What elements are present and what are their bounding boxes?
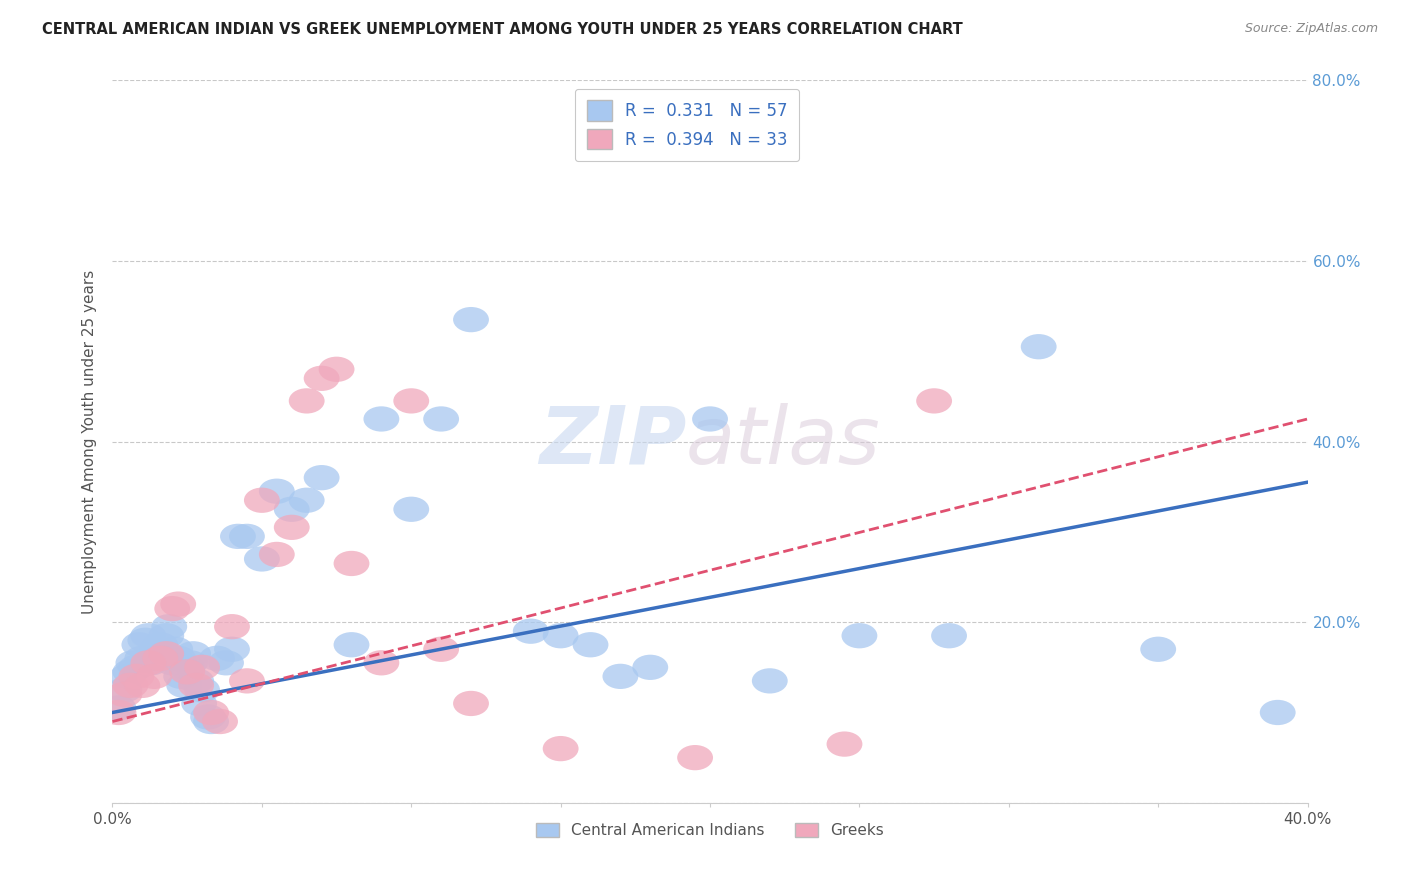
Ellipse shape [304,465,340,491]
Ellipse shape [136,664,173,689]
Ellipse shape [917,388,952,414]
Ellipse shape [453,307,489,332]
Ellipse shape [121,632,157,657]
Ellipse shape [142,646,179,671]
Ellipse shape [513,618,548,644]
Ellipse shape [319,357,354,382]
Ellipse shape [363,650,399,675]
Ellipse shape [208,650,245,675]
Legend: Central American Indians, Greeks: Central American Indians, Greeks [529,815,891,846]
Ellipse shape [173,650,208,675]
Ellipse shape [453,690,489,716]
Ellipse shape [543,736,579,761]
Ellipse shape [363,407,399,432]
Ellipse shape [245,546,280,572]
Ellipse shape [827,731,862,756]
Ellipse shape [214,637,250,662]
Ellipse shape [193,700,229,725]
Ellipse shape [288,488,325,513]
Ellipse shape [633,655,668,680]
Ellipse shape [155,596,190,621]
Ellipse shape [152,614,187,640]
Ellipse shape [101,700,136,725]
Ellipse shape [131,650,166,675]
Ellipse shape [148,641,184,666]
Ellipse shape [259,541,295,567]
Ellipse shape [543,624,579,648]
Ellipse shape [200,646,235,671]
Y-axis label: Unemployment Among Youth under 25 years: Unemployment Among Youth under 25 years [82,269,97,614]
Ellipse shape [125,646,160,671]
Ellipse shape [128,628,163,653]
Ellipse shape [931,624,967,648]
Ellipse shape [219,524,256,549]
Ellipse shape [692,407,728,432]
Text: Source: ZipAtlas.com: Source: ZipAtlas.com [1244,22,1378,36]
Text: CENTRAL AMERICAN INDIAN VS GREEK UNEMPLOYMENT AMONG YOUTH UNDER 25 YEARS CORRELA: CENTRAL AMERICAN INDIAN VS GREEK UNEMPLO… [42,22,963,37]
Ellipse shape [229,668,264,693]
Ellipse shape [118,655,155,680]
Ellipse shape [202,709,238,734]
Ellipse shape [169,655,205,680]
Ellipse shape [678,745,713,771]
Ellipse shape [134,650,169,675]
Ellipse shape [394,497,429,522]
Ellipse shape [190,705,226,730]
Ellipse shape [160,646,197,671]
Text: atlas: atlas [686,402,882,481]
Ellipse shape [333,551,370,576]
Ellipse shape [112,659,149,684]
Ellipse shape [101,696,136,721]
Ellipse shape [107,677,142,703]
Text: ZIP: ZIP [538,402,686,481]
Ellipse shape [139,637,176,662]
Ellipse shape [155,650,190,675]
Ellipse shape [274,497,309,522]
Ellipse shape [125,673,160,698]
Ellipse shape [181,690,217,716]
Ellipse shape [142,632,179,657]
Ellipse shape [304,366,340,391]
Ellipse shape [193,709,229,734]
Ellipse shape [572,632,609,657]
Ellipse shape [179,668,214,693]
Ellipse shape [245,488,280,513]
Ellipse shape [184,655,221,680]
Ellipse shape [118,664,155,689]
Ellipse shape [214,614,250,640]
Ellipse shape [145,641,181,666]
Ellipse shape [288,388,325,414]
Ellipse shape [160,591,197,616]
Ellipse shape [1021,334,1057,359]
Ellipse shape [112,673,149,698]
Ellipse shape [179,673,214,698]
Ellipse shape [752,668,787,693]
Ellipse shape [1260,700,1296,725]
Ellipse shape [423,637,460,662]
Ellipse shape [107,681,142,707]
Ellipse shape [333,632,370,657]
Ellipse shape [259,479,295,504]
Ellipse shape [1140,637,1177,662]
Ellipse shape [148,624,184,648]
Ellipse shape [169,659,205,684]
Ellipse shape [157,637,193,662]
Ellipse shape [423,407,460,432]
Ellipse shape [166,673,202,698]
Ellipse shape [131,624,166,648]
Ellipse shape [184,677,221,703]
Ellipse shape [110,664,145,689]
Ellipse shape [176,641,211,666]
Ellipse shape [136,646,173,671]
Ellipse shape [603,664,638,689]
Ellipse shape [394,388,429,414]
Ellipse shape [163,664,200,689]
Ellipse shape [115,650,152,675]
Ellipse shape [842,624,877,648]
Ellipse shape [229,524,264,549]
Ellipse shape [274,515,309,540]
